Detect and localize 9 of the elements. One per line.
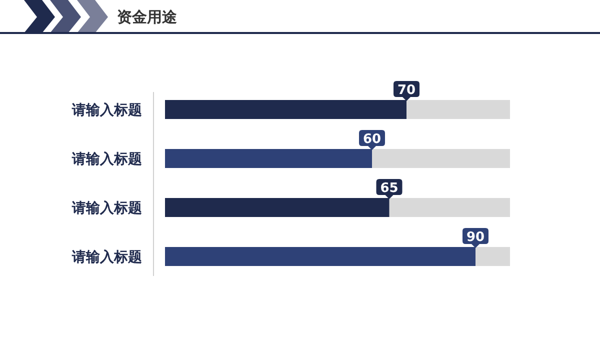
y-tick-label: 请输入标题: [71, 151, 142, 168]
chart-title: 资金用途: [117, 8, 178, 26]
data-label: 65: [380, 181, 398, 196]
y-tick-label: 请输入标题: [71, 102, 142, 118]
y-tick-label: 请输入标题: [71, 200, 142, 216]
data-label: 70: [397, 83, 416, 98]
data-label: 60: [362, 132, 382, 147]
y-tick-label: 请输入标题: [71, 249, 142, 266]
data-label: 90: [466, 230, 485, 245]
